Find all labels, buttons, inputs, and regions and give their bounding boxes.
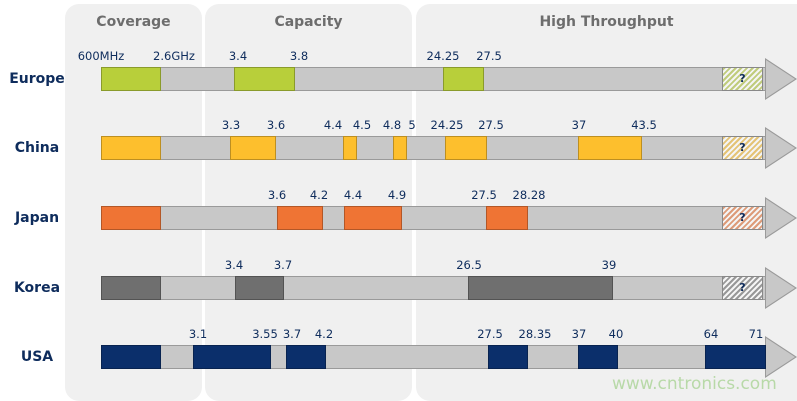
- frequency-label: 24.25: [426, 49, 460, 63]
- coverage-panel: Coverage: [65, 4, 202, 401]
- frequency-label: 27.5: [476, 49, 502, 63]
- frequency-label: 71: [748, 327, 764, 341]
- spectrum-bar: [101, 67, 766, 91]
- band-segment: [193, 345, 271, 369]
- band-segment: [486, 206, 528, 230]
- unknown-band-hatched: ?: [722, 206, 763, 230]
- frequency-label: 4.4: [343, 188, 363, 202]
- unknown-band-hatched: ?: [722, 67, 763, 91]
- band-segment: [101, 345, 161, 369]
- watermark: www.cntronics.com: [612, 374, 777, 394]
- country-label: Korea: [13, 280, 61, 296]
- country-label: Japan: [14, 210, 60, 226]
- frequency-label: 27.5: [471, 188, 497, 202]
- country-label: Europe: [9, 71, 65, 87]
- panel-title: Capacity: [274, 14, 343, 30]
- country-label: China: [14, 140, 60, 156]
- country-label: USA: [20, 349, 54, 365]
- frequency-label: 27.5: [477, 327, 503, 341]
- frequency-label: 600MHz: [77, 49, 125, 63]
- band-segment: [286, 345, 326, 369]
- high-throughput-panel: High Throughput: [416, 4, 797, 401]
- frequency-label: 3.7: [273, 258, 293, 272]
- band-segment: [101, 67, 161, 91]
- frequency-label: 4.2: [314, 327, 334, 341]
- band-segment: [468, 276, 613, 300]
- spectrum-bar: [101, 276, 766, 300]
- band-segment: [101, 136, 161, 160]
- band-segment: [488, 345, 528, 369]
- spectrum-bar: [101, 136, 766, 160]
- band-segment: [443, 67, 484, 91]
- frequency-label: 28.35: [518, 327, 552, 341]
- frequency-label: 3.8: [289, 49, 309, 63]
- capacity-panel: Capacity: [205, 4, 412, 401]
- arrow-head: [765, 127, 797, 169]
- unknown-band-hatched: ?: [722, 136, 763, 160]
- frequency-label: 26.5: [456, 258, 482, 272]
- frequency-label: 5: [408, 118, 416, 132]
- arrow-head: [765, 267, 797, 309]
- frequency-label: 64: [703, 327, 719, 341]
- band-segment: [234, 67, 295, 91]
- band-segment: [101, 276, 161, 300]
- frequency-label: 3.3: [221, 118, 241, 132]
- band-segment: [101, 206, 161, 230]
- frequency-label: 3.4: [228, 49, 248, 63]
- frequency-label: 39: [601, 258, 617, 272]
- frequency-label: 3.4: [224, 258, 244, 272]
- frequency-label: 3.7: [282, 327, 302, 341]
- band-segment: [277, 206, 323, 230]
- panel-title: High Throughput: [539, 14, 674, 30]
- frequency-label: 37: [571, 327, 587, 341]
- frequency-label: 4.4: [323, 118, 343, 132]
- frequency-label: 24.25: [430, 118, 464, 132]
- unknown-band-hatched: ?: [722, 276, 763, 300]
- frequency-label: 3.6: [266, 118, 286, 132]
- band-segment: [578, 136, 642, 160]
- arrow-head: [765, 58, 797, 100]
- band-segment: [235, 276, 284, 300]
- frequency-label: 37: [571, 118, 587, 132]
- band-segment: [705, 345, 766, 369]
- frequency-label: 28.28: [512, 188, 546, 202]
- frequency-label: 40: [608, 327, 624, 341]
- band-segment: [343, 136, 357, 160]
- arrow-head: [765, 197, 797, 239]
- panel-title: Coverage: [96, 14, 171, 30]
- frequency-label: 4.2: [309, 188, 329, 202]
- arrow-head: [765, 336, 797, 378]
- band-segment: [230, 136, 276, 160]
- frequency-label: 4.9: [387, 188, 407, 202]
- spectrum-bar: [101, 206, 766, 230]
- frequency-label: 3.6: [267, 188, 287, 202]
- frequency-label: 27.5: [478, 118, 504, 132]
- frequency-label: 2.6GHz: [153, 49, 195, 63]
- frequency-label: 3.55: [252, 327, 278, 341]
- band-segment: [578, 345, 618, 369]
- frequency-label: 3.1: [188, 327, 208, 341]
- band-segment: [445, 136, 487, 160]
- frequency-label: 4.8: [382, 118, 402, 132]
- band-segment: [393, 136, 407, 160]
- frequency-label: 4.5: [352, 118, 372, 132]
- band-segment: [344, 206, 402, 230]
- frequency-label: 43.5: [631, 118, 657, 132]
